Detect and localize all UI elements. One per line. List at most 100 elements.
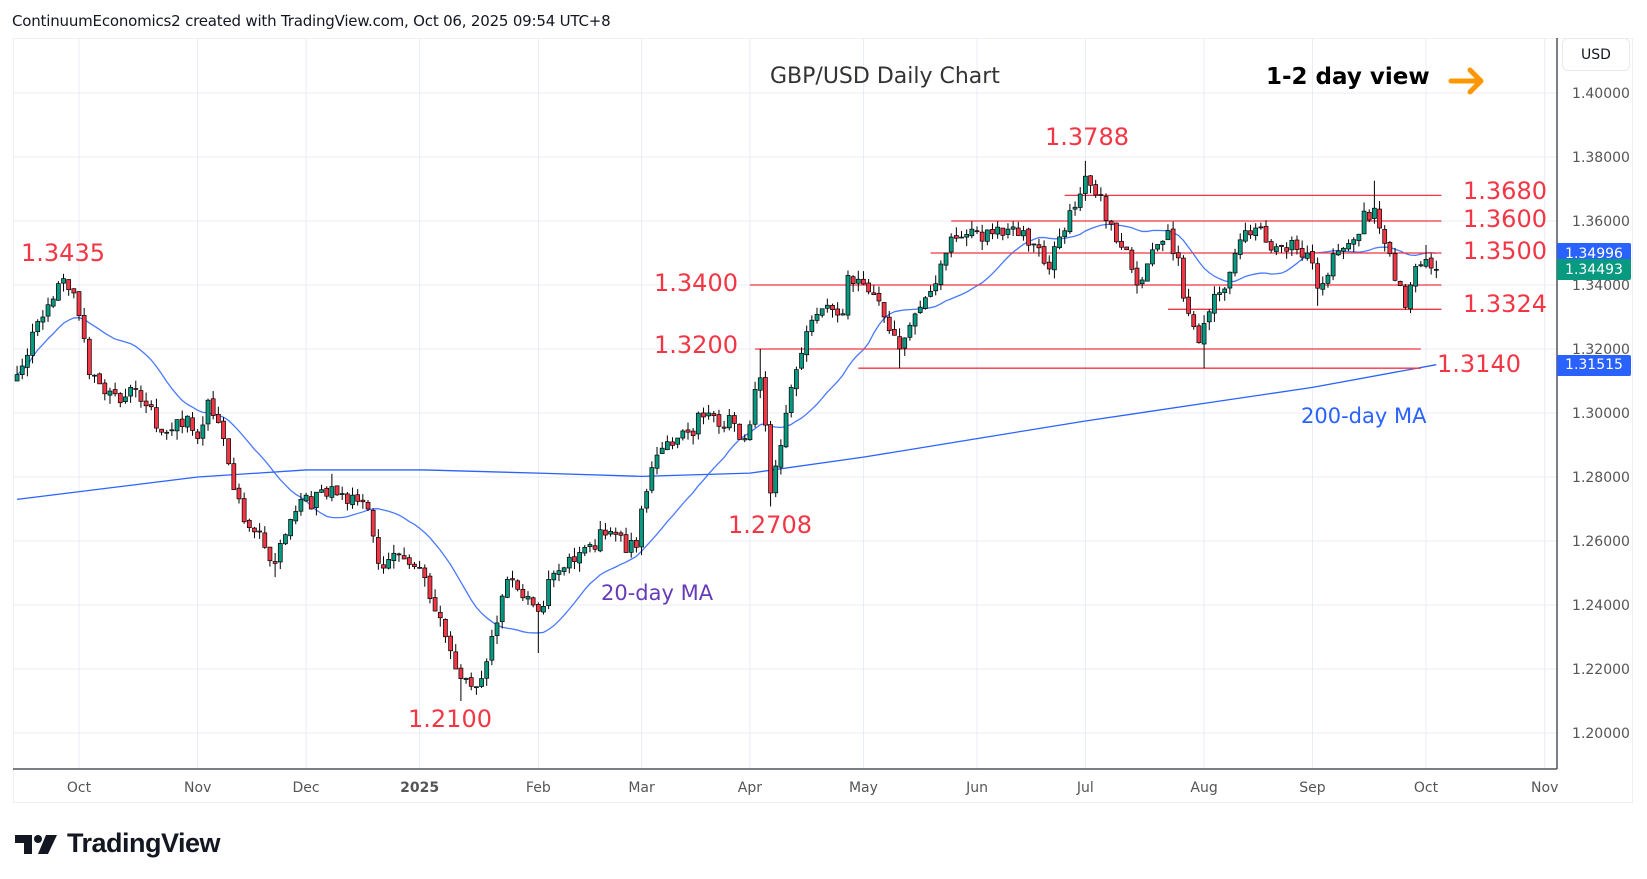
- candle-body-down: [1191, 314, 1197, 327]
- candle: [1036, 238, 1042, 257]
- candle-body-up: [1413, 266, 1419, 287]
- candle-body-up: [809, 319, 815, 333]
- candle-body-up: [1335, 250, 1341, 256]
- candle: [1088, 175, 1093, 194]
- candle-body-up: [1232, 253, 1238, 274]
- candle-body-down: [401, 555, 407, 560]
- candle-body-up: [778, 445, 784, 468]
- candle-body-up: [824, 304, 830, 309]
- candle-body-up: [1351, 239, 1357, 245]
- candle: [721, 420, 727, 433]
- candle: [530, 596, 536, 608]
- candle: [649, 461, 655, 494]
- candle: [979, 224, 985, 251]
- candle: [654, 447, 660, 475]
- candle: [1098, 187, 1104, 202]
- candle: [308, 490, 314, 510]
- candle: [701, 407, 706, 425]
- candle-body-down: [1181, 257, 1186, 299]
- candle: [210, 391, 216, 420]
- candle-body-down: [1186, 296, 1191, 314]
- candle: [551, 570, 557, 588]
- tradingview-logo[interactable]: TradingView: [15, 828, 221, 859]
- candle-body-up: [30, 331, 35, 356]
- candle: [1057, 228, 1062, 250]
- candle-body-up: [928, 291, 933, 297]
- candle: [1175, 245, 1181, 266]
- level-label-1-3324: 1.3324: [1463, 290, 1547, 318]
- candle: [897, 328, 902, 369]
- candle-body-down: [215, 413, 221, 423]
- candle: [231, 457, 237, 490]
- candle-body-down: [427, 575, 433, 599]
- x-tick-label: Sep: [1299, 780, 1326, 796]
- candle: [494, 615, 500, 644]
- candle-body-up: [1217, 292, 1222, 295]
- candle-body-up: [56, 283, 61, 301]
- candle: [1268, 239, 1274, 253]
- candle-body-up: [1289, 240, 1295, 251]
- candle-body-up: [794, 369, 799, 390]
- candle: [1361, 202, 1367, 235]
- candle: [742, 434, 748, 443]
- candle-body-down: [861, 278, 866, 285]
- candle: [1103, 193, 1109, 229]
- candle-body-up: [1010, 226, 1016, 230]
- candle-body-down: [1310, 251, 1315, 264]
- candle-body-up: [1150, 249, 1155, 265]
- candle-body-down: [422, 567, 428, 579]
- candle-body-down: [148, 404, 154, 408]
- candle: [143, 392, 149, 414]
- candle: [56, 281, 61, 301]
- candle: [1237, 233, 1243, 260]
- candle-body-down: [613, 531, 619, 535]
- candle: [1031, 243, 1037, 253]
- annotation-high-1-3435: 1.3435: [21, 239, 105, 267]
- currency-button[interactable]: USD: [1562, 38, 1630, 71]
- ma200-label: 200-day MA: [1301, 404, 1427, 428]
- candle-body-up: [329, 486, 335, 498]
- candle: [592, 539, 598, 553]
- candle: [984, 229, 990, 246]
- candle: [556, 563, 562, 582]
- candle-body-up: [205, 399, 211, 425]
- candle: [566, 553, 572, 574]
- y-tick-label: 1.28000: [1572, 470, 1630, 486]
- candle: [623, 527, 629, 554]
- candle: [1093, 179, 1099, 198]
- candle: [1304, 245, 1310, 261]
- candle-body-down: [974, 230, 980, 233]
- candle-body-down: [1026, 228, 1031, 246]
- candle: [1433, 260, 1439, 279]
- candle: [644, 488, 650, 513]
- candle: [804, 325, 810, 362]
- candle: [489, 629, 495, 666]
- candle: [1408, 282, 1413, 314]
- candle-body-up: [1418, 264, 1424, 267]
- candle: [427, 572, 433, 604]
- candle: [185, 415, 190, 433]
- candle-body-up: [680, 430, 686, 439]
- candle: [1418, 261, 1424, 268]
- candle-body-up: [959, 236, 964, 239]
- candle: [603, 522, 608, 540]
- candle: [613, 527, 619, 542]
- candle: [881, 302, 887, 323]
- candle-body-up: [541, 605, 546, 613]
- candle-body-up: [675, 437, 681, 445]
- candle: [19, 358, 25, 380]
- candle: [809, 315, 815, 336]
- candle: [1397, 280, 1403, 287]
- candle-body-up: [319, 489, 324, 493]
- candle: [1325, 272, 1331, 288]
- candle-body-down: [143, 400, 149, 407]
- candle-body-up: [463, 677, 469, 680]
- candle-body-down: [334, 485, 340, 496]
- candle: [448, 631, 453, 660]
- candle: [819, 308, 825, 318]
- level-label-1-3600: 1.3600: [1463, 205, 1547, 233]
- candle-body-down: [1366, 211, 1372, 221]
- candle-body-up: [303, 494, 309, 502]
- candle: [1310, 244, 1315, 270]
